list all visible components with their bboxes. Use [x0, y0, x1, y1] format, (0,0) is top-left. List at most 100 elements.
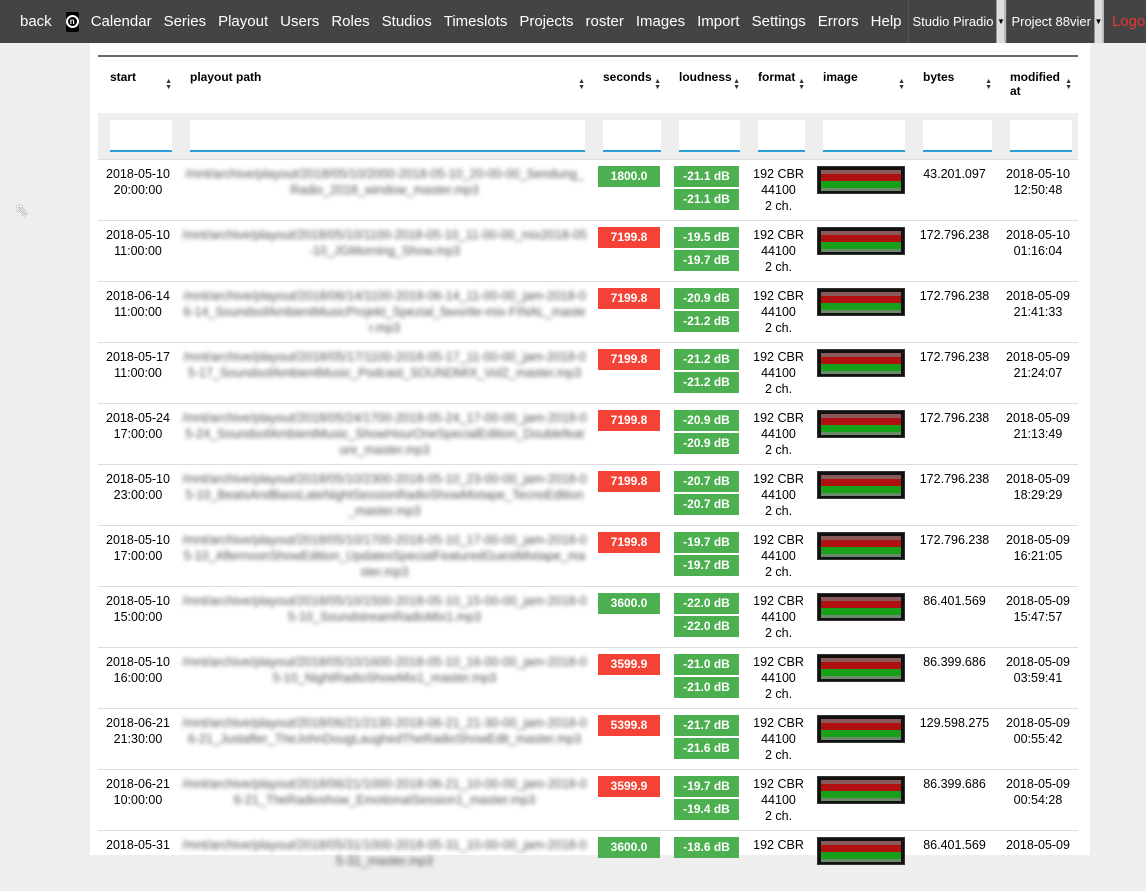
table-row[interactable]: 2018-05-10 20:00:00 /mnt/archive/playout/… — [98, 158, 1078, 220]
waveform-image[interactable] — [817, 775, 905, 804]
nav-item-calendar[interactable]: Calendar — [90, 13, 152, 30]
waveform-bar — [821, 535, 901, 540]
logout-link[interactable]: Logout — [1111, 13, 1146, 30]
playout-path: /mnt/archive/playout/2018/05/24/1700-201… — [178, 402, 591, 464]
nav-item-settings[interactable]: Settings — [751, 13, 806, 30]
waveform-bar — [821, 309, 901, 313]
table-row[interactable]: 2018-06-21 10:00:00 /mnt/archive/playout/… — [98, 768, 1078, 830]
nav-item-help[interactable]: Help — [870, 13, 902, 30]
seconds-cell: 7199.8 — [591, 463, 667, 525]
bitrate: 192 CBR — [753, 654, 804, 669]
table-row[interactable]: 2018-05-10 15:00:00 /mnt/archive/playout/… — [98, 585, 1078, 647]
nav-item-projects[interactable]: Projects — [519, 13, 574, 30]
column-header-format[interactable]: format ▲ ▼ — [746, 56, 811, 113]
waveform-image[interactable] — [817, 348, 905, 377]
nav-item-roster[interactable]: roster — [585, 13, 624, 30]
filter-input-modified-at[interactable] — [1010, 119, 1072, 152]
waveform-image[interactable] — [817, 165, 905, 194]
filter-input-seconds[interactable] — [603, 119, 661, 152]
sort-icon[interactable]: ▲ ▼ — [1065, 78, 1072, 91]
seconds-badge: 7199.8 — [598, 287, 660, 309]
modified-date: 2018-05-09 — [1006, 776, 1070, 791]
nav-item-images[interactable]: Images — [635, 13, 686, 30]
table-row[interactable]: 2018-06-14 11:00:00 /mnt/archive/playout/… — [98, 280, 1078, 342]
nav-item-studios[interactable]: Studios — [381, 13, 432, 30]
loudness-cell: -19.5 dB -19.7 dB — [667, 219, 746, 281]
waveform-bar — [821, 370, 901, 374]
playout-path: /mnt/archive/playout/2018/05/10/1100-201… — [178, 219, 591, 281]
table-row[interactable]: 2018-05-24 17:00:00 /mnt/archive/playout/… — [98, 402, 1078, 464]
start-date: 2018-05-24 — [106, 410, 170, 425]
nav-item-roles[interactable]: Roles — [331, 13, 370, 30]
filter-input-loudness[interactable] — [679, 119, 740, 152]
column-header-modified-at[interactable]: modified at ▲ ▼ — [998, 56, 1078, 113]
waveform-image[interactable] — [817, 470, 905, 499]
playout-path: /mnt/archive/playout/2018/05/10/1700-201… — [178, 524, 591, 586]
loudness-right-badge: -20.7 dB — [674, 493, 739, 515]
waveform-image[interactable] — [817, 409, 905, 438]
waveform-bar — [821, 657, 901, 662]
waveform-image[interactable] — [817, 653, 905, 682]
loudness-right-badge: -21.2 dB — [674, 371, 739, 393]
playout-path: /mnt/archive/playout/2018/06/14/1100-201… — [178, 280, 591, 342]
nav-item-playout[interactable]: Playout — [218, 13, 269, 30]
waveform-image[interactable] — [817, 836, 905, 865]
samplerate: 44100 — [761, 670, 796, 685]
nav-item-series[interactable]: Series — [163, 13, 207, 30]
waveform-image[interactable] — [817, 531, 905, 560]
sort-icon[interactable]: ▲ ▼ — [165, 78, 172, 91]
sort-icon[interactable]: ▲ ▼ — [898, 78, 905, 91]
column-header-bytes[interactable]: bytes ▲ ▼ — [911, 56, 998, 113]
channels: 2 ch. — [764, 808, 793, 823]
table-row[interactable]: 2018-05-10 11:00:00 /mnt/archive/playout/… — [98, 219, 1078, 281]
table-row[interactable]: 2018-05-17 11:00:00 /mnt/archive/playout/… — [98, 341, 1078, 403]
filter-input-playout-path[interactable] — [190, 119, 585, 152]
studio-select[interactable]: Studio Piradio ▼ — [907, 0, 1007, 43]
loudness-cell: -19.7 dB -19.4 dB — [667, 768, 746, 830]
column-header-label: start — [110, 70, 137, 84]
column-header-image[interactable]: image ▲ ▼ — [811, 56, 911, 113]
seconds-badge: 3599.9 — [598, 775, 660, 797]
project-select[interactable]: Project 88vier ▼ — [1006, 0, 1104, 43]
sort-icon[interactable]: ▲ ▼ — [798, 78, 805, 91]
filter-input-image[interactable] — [823, 119, 905, 152]
sort-icon[interactable]: ▲ ▼ — [578, 78, 585, 91]
column-header-playout-path[interactable]: playout path ▲ ▼ — [178, 56, 591, 113]
table-row[interactable]: 2018-05-31 /mnt/archive/playout/2018/05/… — [98, 829, 1078, 891]
start-date: 2018-05-10 — [106, 593, 170, 608]
loudness-cell: -21.2 dB -21.2 dB — [667, 341, 746, 403]
table-row[interactable]: 2018-05-10 17:00:00 /mnt/archive/playout/… — [98, 524, 1078, 586]
filter-input-format[interactable] — [758, 119, 805, 152]
filter-input-bytes[interactable] — [923, 119, 992, 152]
modified-date: 2018-05-10 — [1006, 227, 1070, 242]
back-link[interactable]: back — [20, 13, 52, 30]
table-row[interactable]: 2018-05-10 23:00:00 /mnt/archive/playout/… — [98, 463, 1078, 525]
waveform-image[interactable] — [817, 714, 905, 743]
nav-item-timeslots[interactable]: Timeslots — [443, 13, 508, 30]
nav-item-users[interactable]: Users — [280, 13, 320, 30]
waveform-image[interactable] — [817, 592, 905, 621]
waveform-bar — [821, 291, 901, 296]
waveform-image[interactable] — [817, 226, 905, 255]
format-cell: 192 CBR 44100 2 ch. — [746, 463, 811, 525]
nav-item-errors[interactable]: Errors — [817, 13, 859, 30]
sort-icon[interactable]: ▲ ▼ — [985, 78, 992, 91]
column-header-loudness[interactable]: loudness ▲ ▼ — [667, 56, 746, 113]
image-cell — [811, 524, 911, 586]
waveform-image[interactable] — [817, 287, 905, 316]
column-header-start[interactable]: start ▲ ▼ — [98, 56, 178, 113]
sort-icon[interactable]: ▲ ▼ — [654, 78, 661, 91]
table-row[interactable]: 2018-05-10 16:00:00 /mnt/archive/playout/… — [98, 646, 1078, 708]
samplerate: 44100 — [761, 792, 796, 807]
column-header-seconds[interactable]: seconds ▲ ▼ — [591, 56, 667, 113]
loudness-right-badge: -19.7 dB — [674, 554, 739, 576]
modified-cell: 2018-05-09 16:21:05 — [998, 524, 1078, 586]
waveform-bar — [821, 248, 901, 252]
start-date: 2018-05-10 — [106, 532, 170, 547]
nav-item-import[interactable]: Import — [697, 13, 740, 30]
table-row[interactable]: 2018-06-21 21:30:00 /mnt/archive/playout/… — [98, 707, 1078, 769]
bytes-cell: 172.796.238 — [911, 402, 998, 464]
filter-input-start[interactable] — [110, 119, 172, 152]
sort-icon[interactable]: ▲ ▼ — [733, 78, 740, 91]
loudness-right-badge: -19.7 dB — [674, 249, 739, 271]
